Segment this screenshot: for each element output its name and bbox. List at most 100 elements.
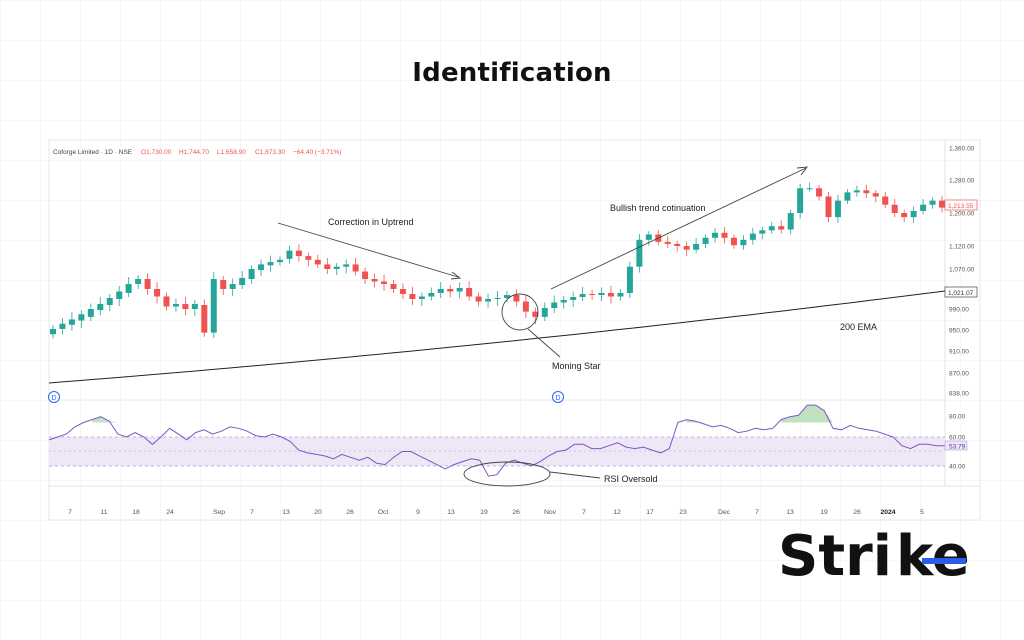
- candle-bullish: [485, 299, 492, 302]
- candle-bearish: [872, 193, 879, 197]
- price-tick-label: 1,200.00: [949, 211, 975, 218]
- candle-bearish: [825, 196, 832, 218]
- logo-accent-bar: [922, 558, 966, 564]
- candle-bearish: [144, 279, 151, 289]
- candle-bullish: [239, 278, 246, 285]
- dividend-marker[interactable]: D: [48, 391, 60, 403]
- candle-bullish: [712, 232, 719, 238]
- candle-bullish: [258, 264, 265, 270]
- logo-text-main: Stri: [778, 525, 892, 585]
- candle-bullish: [844, 192, 851, 201]
- rsi-value-tag: [944, 440, 968, 451]
- rsi-oversold-pointer: [549, 471, 601, 479]
- rsi-tick-label: 60.00: [949, 435, 966, 442]
- last-price-label: 1,213.55: [948, 203, 974, 210]
- time-tick-label: 7: [755, 509, 759, 516]
- candle-bullish: [494, 298, 501, 299]
- candle-bullish: [418, 296, 425, 299]
- candle-bearish: [182, 304, 189, 309]
- candle-bullish: [768, 226, 775, 231]
- annotation-morning-star: Moning Star: [552, 361, 601, 371]
- ohlc-o: O1,730.00: [141, 149, 172, 156]
- ohlc-l: L1,658.90: [217, 149, 246, 156]
- time-tick-label: Oct: [378, 509, 389, 516]
- time-tick-label: 2024: [880, 509, 895, 516]
- candle-bullish: [78, 314, 85, 321]
- instrument-name: Coforge Limited · 1D · NSE: [53, 149, 133, 156]
- candle-bullish: [626, 266, 633, 293]
- candle-bullish: [645, 234, 652, 240]
- candle-bullish: [97, 304, 104, 311]
- candle-bearish: [532, 311, 539, 317]
- price-tick-label: 990.00: [949, 307, 969, 314]
- correction-arrow: [277, 222, 459, 278]
- candle-bearish: [522, 301, 529, 312]
- candle-bearish: [324, 264, 331, 269]
- dividend-marker-label: D: [52, 395, 57, 402]
- candle-bullish: [910, 210, 917, 218]
- time-tick-label: 13: [447, 509, 455, 516]
- price-tick-label: 1,070.00: [949, 267, 975, 274]
- bullish-arrowhead: [796, 166, 808, 176]
- candle-bullish: [428, 293, 435, 297]
- annotation-correction: Correction in Uptrend: [328, 217, 414, 227]
- candle-bearish: [220, 280, 227, 289]
- candle-bearish: [154, 289, 161, 297]
- rsi-tick-label: 40.00: [949, 464, 966, 471]
- candle-bearish: [721, 232, 728, 238]
- candle-bullish: [693, 243, 700, 250]
- candle-bullish: [702, 237, 709, 244]
- candle-bearish: [475, 296, 482, 302]
- candle-bearish: [466, 288, 473, 297]
- candle-bullish: [210, 279, 217, 333]
- time-tick-label: 18: [132, 509, 140, 516]
- time-tick-label: 23: [679, 509, 687, 516]
- candles: [50, 182, 945, 339]
- time-tick-label: 26: [853, 509, 861, 516]
- rsi-band: [49, 437, 945, 466]
- dividend-marker[interactable]: D: [552, 391, 564, 403]
- candle-bullish: [191, 304, 198, 309]
- rsi-axis-labels: 80.00 60.00 53.79 40.00: [944, 414, 968, 471]
- candle-bearish: [730, 237, 737, 246]
- candle-bullish: [920, 204, 927, 211]
- candle-bearish: [664, 241, 671, 244]
- candle-bullish: [541, 308, 548, 317]
- time-tick-label: 24: [166, 509, 174, 516]
- ema-200-line: [48, 290, 946, 384]
- candle-bearish: [399, 289, 406, 294]
- candle-bearish: [607, 293, 614, 297]
- candle-bullish: [172, 304, 179, 307]
- candle-bullish: [787, 213, 794, 230]
- candle-bearish: [447, 289, 454, 292]
- candle-bullish: [617, 293, 624, 297]
- candle-bullish: [87, 309, 94, 317]
- price-tick-label: 1,280.00: [949, 178, 975, 185]
- time-tick-label: Nov: [544, 509, 557, 516]
- candle-bearish: [863, 190, 870, 194]
- time-tick-label: 9: [416, 509, 420, 516]
- candle-bearish: [314, 259, 321, 265]
- strike-logo: Stri ke: [778, 525, 968, 585]
- candle-bullish: [276, 259, 283, 263]
- morning-star-pointer: [527, 328, 561, 358]
- candle-bullish: [740, 239, 747, 246]
- chart-frame: [48, 139, 981, 521]
- candle-bearish: [305, 256, 312, 260]
- annotation-rsi-oversold: RSI Oversold: [604, 474, 658, 484]
- morning-star-circle: [501, 293, 539, 331]
- candle-bearish: [381, 281, 388, 284]
- price-tick-label: 910.00: [949, 349, 969, 356]
- candle-bearish: [362, 271, 369, 279]
- rsi-line: [48, 404, 945, 477]
- ohlc-readout: O1,730.00 H1,744.70 L1,658.90 C1,673.30: [141, 149, 285, 156]
- rsi-tick-label: 53.79: [949, 444, 966, 451]
- candle-bearish: [891, 204, 898, 213]
- time-tick-label: 26: [512, 509, 520, 516]
- time-tick-label: 11: [100, 509, 107, 516]
- ema-price-tag: [944, 286, 978, 298]
- candle-bullish: [229, 284, 236, 289]
- candle-bearish: [674, 243, 681, 246]
